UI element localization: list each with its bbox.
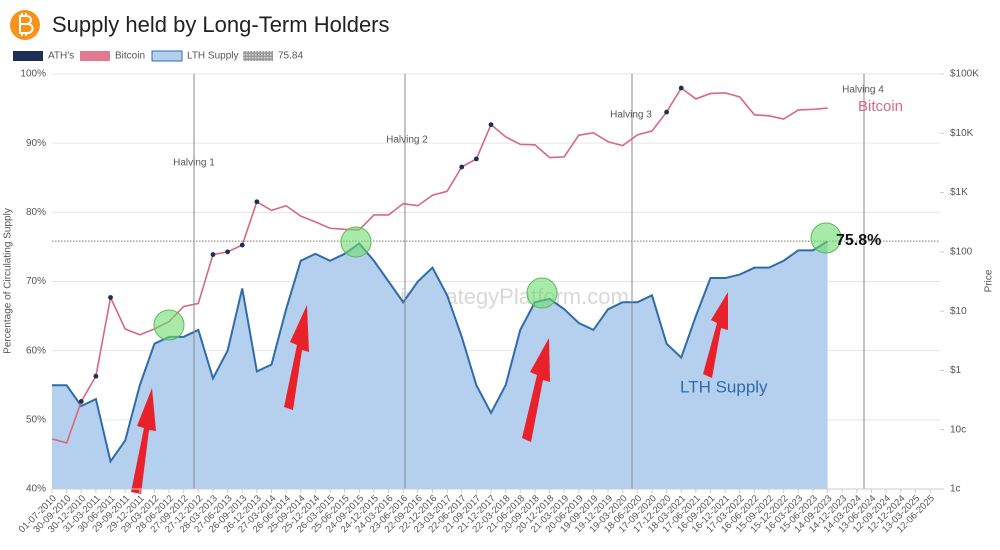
y2-tick-label: $1	[950, 365, 962, 376]
ath-point	[93, 373, 99, 379]
legend-label: 75.84	[278, 51, 303, 62]
y2-tick-label: $1K	[950, 187, 968, 198]
y-tick-label: 100%	[20, 69, 46, 80]
line	[52, 240, 829, 464]
legend-swatch	[13, 51, 43, 61]
ath-point	[473, 156, 479, 162]
lth-annotation: LTH Supply	[680, 377, 768, 396]
y-tick-label: 50%	[26, 414, 46, 425]
legend-swatch	[151, 50, 183, 62]
y2-tick-label: $10	[950, 306, 967, 317]
halving-label: Halving 1	[173, 158, 215, 169]
halving-label: Halving 4	[842, 85, 884, 96]
ath-point	[488, 122, 494, 128]
bitcoin-annotation: Bitcoin	[858, 98, 903, 115]
ath-point	[459, 164, 465, 170]
ath-point	[678, 85, 684, 91]
y-tick-label: 40%	[26, 484, 46, 495]
ath-point	[108, 295, 113, 300]
y-tick-label: 90%	[26, 138, 46, 149]
bitcoin-logo-glyph	[19, 13, 34, 36]
plot	[51, 85, 940, 489]
legend: ATH's Bitcoin LTH Supply 75.84	[13, 50, 303, 62]
y2-tick-label: $10K	[950, 128, 974, 139]
current-value-annotation: 75.8%	[836, 232, 881, 249]
halving-label: Halving 3	[610, 110, 652, 121]
legend-swatch	[243, 51, 273, 61]
y2-tick-label: 1c	[950, 484, 961, 495]
legend-label: ATH's	[48, 51, 74, 62]
arrows	[131, 292, 728, 494]
legend-swatch	[80, 51, 110, 61]
arrow	[703, 292, 728, 378]
y-tick-label: 60%	[26, 345, 46, 356]
ath-point	[664, 109, 669, 115]
y2-tick-label: $100	[950, 246, 973, 257]
ath-point	[254, 199, 260, 205]
highlight-circle	[340, 226, 372, 258]
arrow	[131, 388, 156, 494]
ath-point	[225, 249, 231, 255]
arrow	[284, 305, 309, 410]
chart-title: Supply held by Long-Term Holders	[52, 12, 390, 37]
ath-point	[78, 399, 84, 404]
highlight-circle	[526, 277, 558, 309]
highlight-circle	[810, 222, 842, 254]
halving-label: Halving 2	[386, 135, 428, 146]
y-axis-title: Percentage of Circulating Supply	[3, 208, 14, 354]
legend-label: Bitcoin	[115, 51, 145, 62]
y-tick-label: 70%	[26, 276, 46, 287]
ath-point	[210, 252, 216, 257]
ath-point	[239, 242, 245, 248]
highlights	[153, 222, 842, 341]
highlight-circle	[153, 309, 185, 341]
y-tick-label: 80%	[26, 207, 46, 218]
legend-label: LTH Supply	[187, 51, 239, 62]
y2-tick-label: $100K	[950, 69, 979, 80]
arrow	[522, 338, 550, 442]
y2-tick-label: 10c	[950, 424, 966, 435]
y2-axis-title: Price	[984, 269, 995, 292]
line	[51, 86, 828, 444]
halvings: Halving 1 Halving 2 Halving 3 Halving 4	[173, 74, 884, 489]
area	[52, 241, 828, 489]
